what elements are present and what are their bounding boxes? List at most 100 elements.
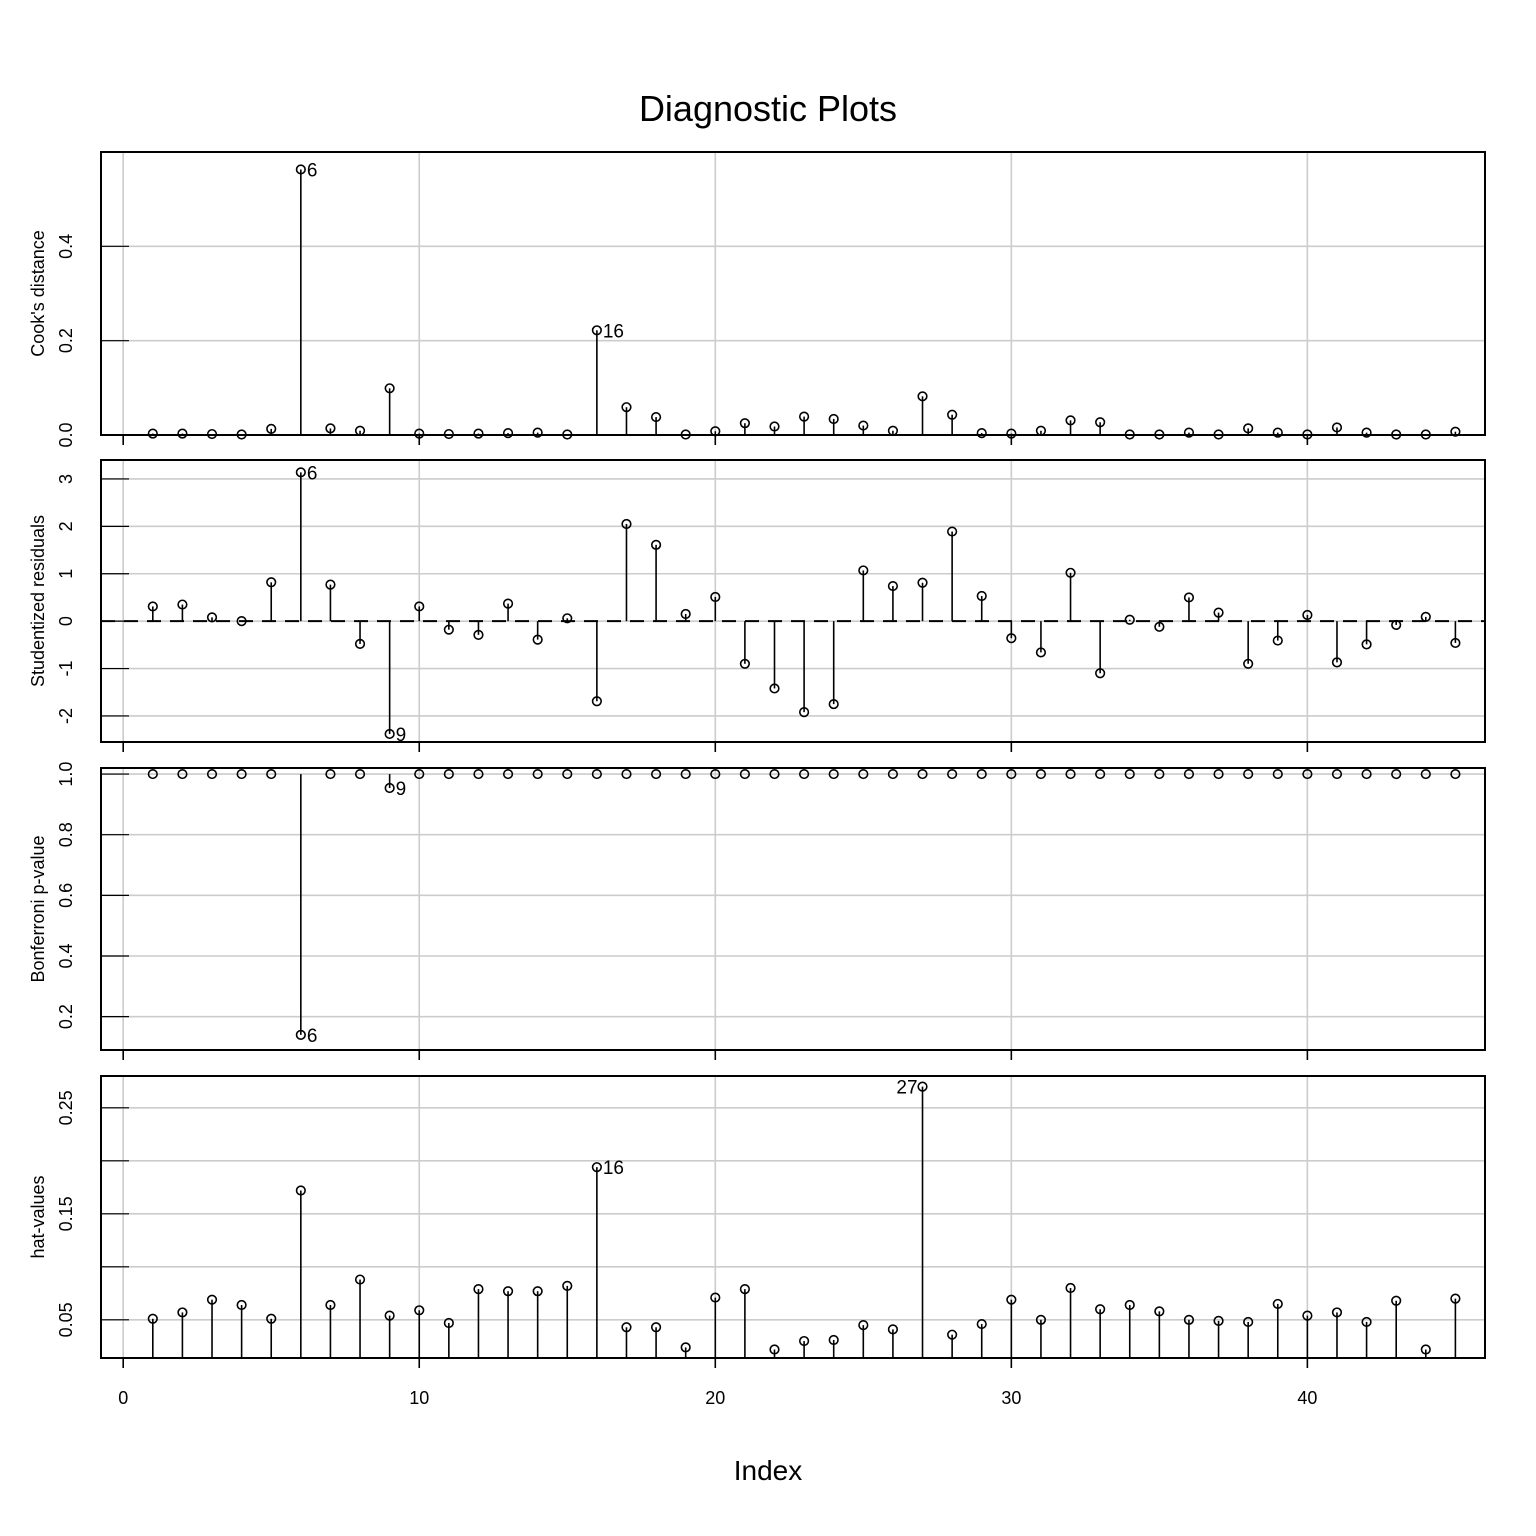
point-24 [828, 768, 839, 780]
panel-2: 6 9 -2 -1 0 1 2 3 Studentized residuals [28, 459, 1486, 752]
point-29 [976, 428, 987, 439]
point-27 [917, 768, 928, 780]
point-7 [325, 1299, 336, 1311]
point-25 [858, 768, 869, 780]
point-35 [1154, 621, 1165, 632]
y-tick-label: 0.25 [56, 1090, 76, 1125]
y-tick-label: 0.4 [56, 234, 76, 259]
point-8 [354, 638, 366, 649]
point-25 [858, 1320, 869, 1331]
point-8 [354, 1274, 366, 1285]
panel-frame [100, 459, 1486, 743]
point-20 [710, 768, 721, 780]
point-34 [1124, 614, 1135, 625]
point-29 [976, 590, 987, 602]
point-24 [828, 1334, 839, 1346]
point-44 [1420, 611, 1431, 622]
point-38 [1243, 1316, 1254, 1328]
point-4 [236, 1299, 247, 1311]
point-13 [502, 768, 514, 780]
y-axis-label: Bonferroni p-value [28, 835, 48, 982]
point-31 [1035, 768, 1047, 780]
point-33 [1095, 668, 1106, 679]
point-16 [591, 325, 602, 336]
point-21 [739, 418, 750, 429]
point-12 [473, 1283, 484, 1295]
point-14 [532, 768, 543, 780]
point-1 [147, 601, 158, 612]
point-15 [562, 1280, 573, 1292]
point-16 [591, 696, 602, 707]
point-28 [947, 1329, 958, 1340]
point-28 [947, 409, 958, 420]
point-32 [1065, 768, 1076, 780]
point-37 [1213, 607, 1224, 618]
point-42 [1361, 768, 1372, 780]
point-23 [799, 411, 810, 422]
panel-4: 16 27 0.05 0.15 0.25 hat-values [28, 1075, 1486, 1368]
point-18 [650, 1322, 662, 1333]
x-tick-label: 0 [118, 1388, 128, 1408]
point-label-6: 6 [307, 160, 318, 181]
point-6 [295, 164, 306, 175]
point-14 [532, 1286, 543, 1297]
point-23 [799, 707, 810, 718]
y-axis-label: Studentized residuals [28, 515, 48, 687]
x-tick-label: 40 [1297, 1388, 1317, 1408]
point-16 [591, 768, 602, 780]
y-tick-label: 0.05 [56, 1302, 76, 1337]
point-10 [414, 1305, 425, 1316]
point-15 [562, 613, 573, 624]
panel-frame [100, 151, 1486, 436]
x-tick-label: 20 [705, 1388, 725, 1408]
point-34 [1124, 768, 1135, 780]
point-label-6: 6 [307, 463, 318, 484]
point-4 [236, 616, 247, 627]
point-10 [414, 768, 425, 780]
figure-title: Diagnostic Plots [639, 88, 897, 129]
y-axis-label: Cook's distance [28, 230, 48, 357]
point-2 [177, 428, 188, 439]
point-30 [1006, 1294, 1017, 1305]
panel-frame [100, 767, 1486, 1051]
point-9 [384, 1310, 395, 1321]
point-43 [1391, 1295, 1402, 1306]
point-23 [799, 1335, 810, 1347]
point-1 [147, 428, 158, 439]
point-42 [1361, 639, 1372, 650]
point-36 [1183, 592, 1195, 603]
point-22 [769, 768, 780, 780]
point-19 [680, 608, 691, 620]
point-5 [266, 577, 277, 588]
point-44 [1420, 1344, 1431, 1355]
point-35 [1154, 1306, 1165, 1317]
point-label-16: 16 [603, 1158, 624, 1179]
point-11 [443, 624, 454, 635]
point-3 [206, 612, 218, 623]
point-44 [1420, 768, 1431, 780]
point-21 [739, 1283, 750, 1295]
point-12 [473, 629, 484, 640]
y-tick-label: 1 [56, 569, 76, 579]
point-45 [1450, 637, 1461, 649]
point-2 [177, 599, 188, 610]
point-7 [325, 423, 336, 434]
y-tick-label: 0 [56, 616, 76, 626]
point-21 [739, 658, 750, 669]
point-40 [1302, 768, 1313, 780]
point-15 [562, 768, 573, 780]
point-32 [1065, 415, 1076, 426]
point-13 [502, 1286, 514, 1297]
point-26 [887, 580, 899, 592]
point-35 [1154, 768, 1165, 780]
point-42 [1361, 427, 1372, 438]
point-12 [473, 768, 484, 780]
point-17 [621, 1322, 632, 1333]
y-tick-label: 3 [56, 474, 76, 484]
point-23 [799, 768, 810, 780]
point-18 [650, 539, 662, 550]
point-36 [1183, 427, 1195, 438]
point-8 [354, 768, 366, 780]
y-tick-label: 0.0 [56, 422, 76, 447]
point-16 [591, 1162, 602, 1173]
